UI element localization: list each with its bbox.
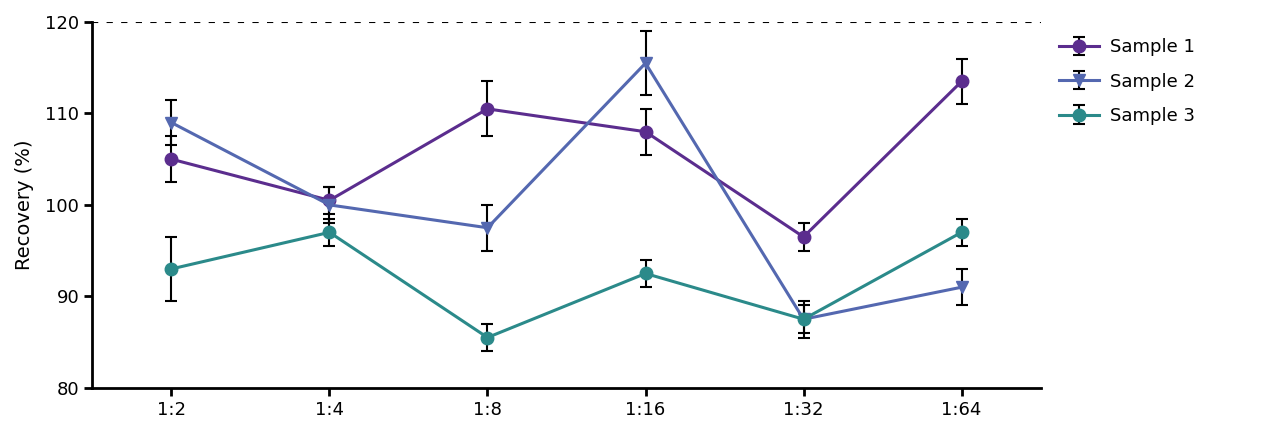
Y-axis label: Recovery (%): Recovery (%) [15, 140, 34, 270]
Legend: Sample 1, Sample 2, Sample 3: Sample 1, Sample 2, Sample 3 [1060, 38, 1194, 125]
